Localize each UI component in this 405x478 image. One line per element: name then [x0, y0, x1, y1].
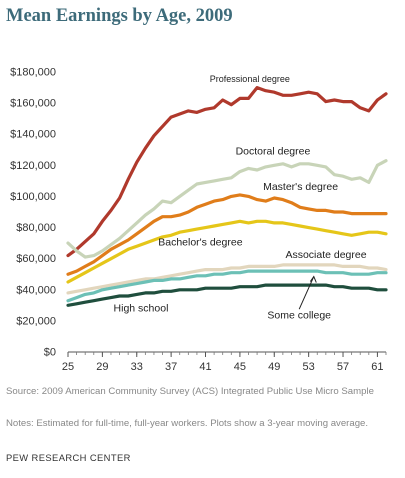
- y-tick-label: $0: [44, 347, 56, 359]
- y-tick-label: $140,000: [10, 129, 56, 141]
- x-tick-label: 61: [371, 361, 383, 373]
- some-college-arrowhead: [309, 275, 317, 283]
- series-line-doctoral-degree: [66, 159, 388, 259]
- x-tick-label: 29: [96, 361, 108, 373]
- notes: Notes: Estimated for full-time, full-yea…: [6, 418, 369, 429]
- y-tick-label: $180,000: [10, 67, 56, 79]
- source-note: Source: 2009 American Community Survey (…: [6, 386, 374, 397]
- series-line-associate-degree: [66, 263, 388, 295]
- x-tick-label: 49: [268, 361, 280, 373]
- y-tick-label: $60,000: [16, 253, 56, 265]
- y-tick-label: $160,000: [10, 98, 56, 110]
- series-line-high-school: [66, 283, 388, 307]
- series-line-some-college: [66, 269, 388, 303]
- x-tick-label: 45: [234, 361, 246, 373]
- series-line-master-s-degree: [66, 193, 388, 276]
- x-tick-label: 37: [165, 361, 177, 373]
- x-tick-label: 57: [337, 361, 349, 373]
- series-label: Professional degree: [210, 74, 290, 84]
- series-lines: [66, 85, 388, 307]
- x-tick-label: 25: [62, 361, 74, 373]
- y-axis: $0 $20,000 $40,000 $60,000 $80,000 $100,000 $1…: [10, 67, 56, 359]
- series-label: Master's degree: [263, 181, 338, 193]
- y-tick-label: $20,000: [16, 315, 56, 327]
- x-tick-label: 41: [199, 361, 211, 373]
- y-tick-label: $100,000: [10, 191, 56, 203]
- series-label: High school: [114, 303, 169, 315]
- annotations: Professional degree Doctoral degree Master…: [114, 74, 367, 321]
- y-tick-label: $120,000: [10, 160, 56, 172]
- chart-title: Mean Earnings by Age, 2009: [6, 6, 233, 26]
- series-label: Associate degree: [285, 249, 366, 261]
- series-label: Some college: [267, 310, 331, 322]
- y-tick-label: $80,000: [16, 222, 56, 234]
- series-line-professional-degree: [66, 85, 388, 258]
- earnings-line-chart: $0 $20,000 $40,000 $60,000 $80,000 $100,000 $1…: [10, 67, 388, 373]
- x-tick-label: 33: [131, 361, 143, 373]
- series-label: Doctoral degree: [236, 145, 311, 157]
- some-college-pointer: [298, 276, 315, 310]
- y-tick-label: $40,000: [16, 284, 56, 296]
- series-label: Bachelor's degree: [158, 236, 242, 248]
- x-tick-label: 53: [303, 361, 315, 373]
- x-axis: 25 29 33 37 41 45 49 53 57 61: [62, 351, 387, 373]
- series-line-bachelor-s-degree: [66, 219, 388, 284]
- brand-credit: PEW RESEARCH CENTER: [6, 452, 131, 463]
